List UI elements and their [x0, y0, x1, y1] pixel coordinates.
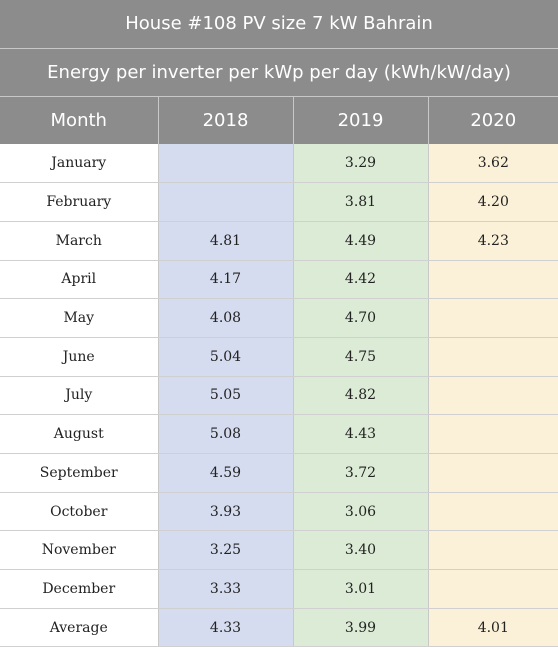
table-title: House #108 PV size 7 kW Bahrain: [0, 0, 558, 49]
value-2019-cell: 3.40: [293, 530, 429, 571]
value-2020-cell: [428, 453, 558, 493]
value-2020-cell: [428, 260, 558, 300]
month-cell: March: [0, 221, 159, 261]
column-header-2020: 2020: [428, 96, 558, 144]
column-header-row: Month 2018 2019 2020: [0, 96, 558, 144]
month-cell: February: [0, 182, 159, 222]
value-2018-cell: 4.59: [158, 453, 294, 493]
column-header-month: Month: [0, 96, 159, 144]
value-2020-cell: 4.01: [428, 608, 558, 647]
value-2019-cell: 3.06: [293, 492, 429, 532]
title-row: House #108 PV size 7 kW Bahrain: [0, 0, 558, 49]
value-2020-cell: [428, 492, 558, 532]
table-row: Average 4.33 3.99 4.01: [0, 608, 558, 647]
month-cell: October: [0, 492, 159, 532]
table-row: September 4.59 3.72: [0, 453, 558, 493]
value-2019-cell: 3.72: [293, 453, 429, 493]
value-2020-cell: 4.20: [428, 182, 558, 222]
month-cell: May: [0, 298, 159, 338]
value-2020-cell: [428, 298, 558, 338]
table-row: August 5.08 4.43: [0, 414, 558, 454]
value-2018-cell: 3.93: [158, 492, 294, 532]
value-2020-cell: [428, 530, 558, 571]
value-2020-cell: [428, 376, 558, 416]
month-cell: November: [0, 530, 159, 571]
value-2018-cell: 4.08: [158, 298, 294, 338]
value-2019-cell: 3.99: [293, 608, 429, 647]
value-2018-cell: 4.33: [158, 608, 294, 647]
table-row: June 5.04 4.75: [0, 337, 558, 377]
table-row: November 3.25 3.40: [0, 530, 558, 571]
value-2020-cell: [428, 337, 558, 377]
month-cell: June: [0, 337, 159, 377]
value-2018-cell: 3.25: [158, 530, 294, 571]
value-2020-cell: 3.62: [428, 144, 558, 184]
value-2020-cell: [428, 414, 558, 454]
table-row: February 3.81 4.20: [0, 182, 558, 222]
value-2019-cell: 4.82: [293, 376, 429, 416]
month-cell: July: [0, 376, 159, 416]
value-2018-cell: 3.33: [158, 569, 294, 609]
month-cell: Average: [0, 608, 159, 647]
value-2018-cell: [158, 182, 294, 222]
value-2019-cell: 4.42: [293, 260, 429, 300]
table-row: May 4.08 4.70: [0, 298, 558, 338]
table-row: December 3.33 3.01: [0, 569, 558, 609]
value-2019-cell: 3.01: [293, 569, 429, 609]
value-2018-cell: [158, 144, 294, 184]
table-row: October 3.93 3.06: [0, 492, 558, 532]
column-header-2018: 2018: [158, 96, 294, 144]
month-cell: September: [0, 453, 159, 493]
subtitle-row: Energy per inverter per kWp per day (kWh…: [0, 48, 558, 97]
month-cell: April: [0, 260, 159, 300]
value-2019-cell: 3.81: [293, 182, 429, 222]
value-2019-cell: 4.75: [293, 337, 429, 377]
month-cell: January: [0, 144, 159, 184]
table-row: March 4.81 4.49 4.23: [0, 221, 558, 261]
value-2019-cell: 4.43: [293, 414, 429, 454]
value-2018-cell: 5.05: [158, 376, 294, 416]
table-row: July 5.05 4.82: [0, 376, 558, 416]
column-header-2019: 2019: [293, 96, 429, 144]
month-cell: August: [0, 414, 159, 454]
value-2019-cell: 4.49: [293, 221, 429, 261]
value-2018-cell: 4.81: [158, 221, 294, 261]
value-2020-cell: 4.23: [428, 221, 558, 261]
table-subtitle: Energy per inverter per kWp per day (kWh…: [0, 48, 558, 97]
value-2019-cell: 4.70: [293, 298, 429, 338]
table-body: January 3.29 3.62 February 3.81 4.20 March 4.81…: [0, 144, 558, 647]
table-row: January 3.29 3.62: [0, 144, 558, 184]
month-cell: December: [0, 569, 159, 609]
value-2018-cell: 4.17: [158, 260, 294, 300]
value-2018-cell: 5.04: [158, 337, 294, 377]
value-2020-cell: [428, 569, 558, 609]
table-row: April 4.17 4.42: [0, 260, 558, 300]
value-2019-cell: 3.29: [293, 144, 429, 184]
value-2018-cell: 5.08: [158, 414, 294, 454]
